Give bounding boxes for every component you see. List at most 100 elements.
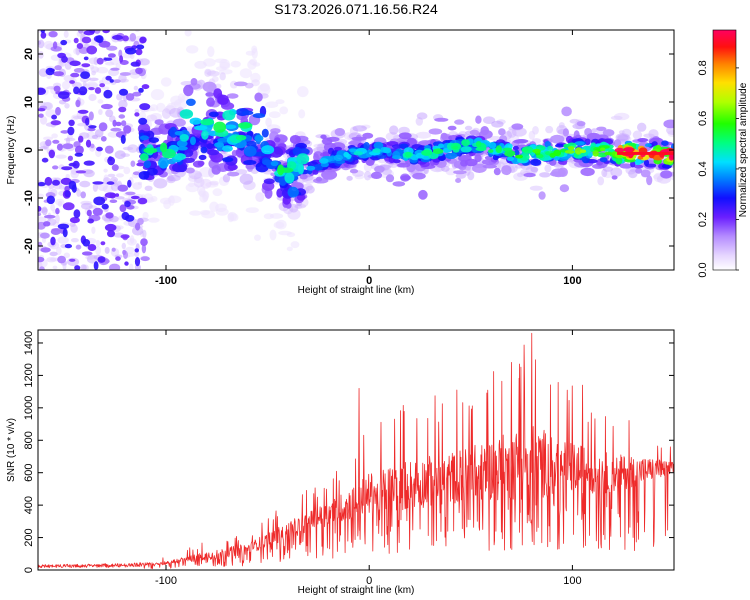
heatmap-blob bbox=[261, 128, 269, 138]
heatmap-blob bbox=[275, 99, 285, 105]
heatmap-blob bbox=[392, 159, 401, 164]
heatmap-blob bbox=[239, 173, 254, 185]
heatmap-blob bbox=[130, 195, 140, 200]
heatmap-blob bbox=[106, 45, 118, 51]
heatmap-blob bbox=[185, 167, 195, 174]
heatmap-blob bbox=[592, 150, 599, 157]
heatmap-blob bbox=[214, 142, 224, 148]
heatmap-blob bbox=[104, 145, 114, 154]
heatmap-blob bbox=[567, 146, 575, 151]
heatmap-blob bbox=[53, 85, 61, 93]
heatmap-blob bbox=[147, 167, 158, 176]
heatmap-blob bbox=[438, 143, 444, 149]
y-tick-label: 1400 bbox=[23, 331, 35, 355]
heatmap-blob bbox=[428, 128, 443, 135]
heatmap-blob bbox=[200, 146, 208, 154]
heatmap-blob bbox=[64, 190, 71, 198]
heatmap-blob bbox=[498, 128, 506, 136]
heatmap-blob bbox=[167, 195, 182, 204]
heatmap-blob bbox=[213, 121, 227, 133]
heatmap-blob bbox=[88, 111, 94, 121]
colorbar-tick-label: 0.8 bbox=[697, 60, 709, 75]
heatmap-blob bbox=[122, 146, 134, 151]
heatmap-blob bbox=[482, 164, 497, 169]
heatmap-blob bbox=[624, 147, 633, 153]
heatmap-blob bbox=[110, 182, 120, 192]
heatmap-blob bbox=[38, 87, 46, 95]
heatmap-blob bbox=[150, 196, 158, 202]
heatmap-blob bbox=[94, 129, 104, 138]
heatmap-blob bbox=[114, 150, 126, 160]
heatmap-blob bbox=[292, 146, 302, 156]
heatmap-blob bbox=[290, 241, 300, 249]
y-tick-label: 800 bbox=[23, 431, 35, 449]
heatmap-blob bbox=[212, 188, 223, 197]
heatmap-blob bbox=[56, 143, 63, 151]
heatmap-blob bbox=[176, 139, 188, 147]
heatmap-blob bbox=[611, 175, 618, 180]
heatmap-blob bbox=[125, 214, 135, 222]
heatmap-blob bbox=[70, 238, 79, 243]
heatmap-blob bbox=[104, 246, 110, 254]
heatmap-blob bbox=[46, 257, 57, 263]
heatmap-blob bbox=[39, 266, 45, 270]
heatmap-blob bbox=[580, 149, 587, 153]
heatmap-blob bbox=[351, 136, 367, 141]
heatmap-blob bbox=[88, 87, 95, 91]
heatmap-blob bbox=[530, 158, 542, 166]
colorbar-tick-label: 0.2 bbox=[697, 212, 709, 227]
heatmap-blob bbox=[202, 81, 217, 93]
heatmap-blob bbox=[646, 175, 653, 186]
heatmap-blob bbox=[91, 134, 99, 139]
heatmap-blob bbox=[235, 134, 247, 141]
heatmap-blob bbox=[64, 103, 70, 109]
heatmap-blob bbox=[74, 145, 84, 155]
heatmap-blob bbox=[57, 223, 70, 230]
heatmap-blob bbox=[105, 109, 114, 118]
heatmap-blob bbox=[81, 36, 92, 44]
heatmap-blob bbox=[143, 160, 151, 169]
heatmap-blob bbox=[297, 86, 309, 98]
heatmap-blob bbox=[296, 194, 306, 201]
heatmap-blob bbox=[93, 56, 99, 66]
heatmap-blob bbox=[71, 82, 82, 89]
heatmap-blob bbox=[138, 58, 150, 66]
heatmap-blob bbox=[105, 75, 112, 81]
heatmap-blob bbox=[38, 216, 47, 224]
heatmap-blob bbox=[52, 179, 60, 186]
heatmap-blob bbox=[125, 93, 135, 101]
heatmap-blob bbox=[137, 197, 148, 205]
heatmap-blob bbox=[312, 169, 319, 175]
heatmap-blob bbox=[174, 98, 188, 110]
heatmap-blob bbox=[205, 92, 215, 97]
heatmap-blob bbox=[111, 164, 119, 172]
heatmap-blob bbox=[98, 40, 111, 48]
heatmap-blob bbox=[322, 137, 333, 146]
heatmap-blob bbox=[118, 114, 126, 119]
heatmap-blob bbox=[39, 146, 48, 150]
heatmap-blob bbox=[515, 154, 523, 159]
heatmap-blob bbox=[78, 30, 84, 34]
heatmap-blob bbox=[464, 125, 473, 131]
heatmap-x-axis: -100 0 100 bbox=[155, 30, 582, 287]
heatmap-blob bbox=[243, 145, 257, 157]
heatmap-blob bbox=[63, 252, 70, 259]
heatmap-blob bbox=[460, 146, 472, 153]
heatmap-blob bbox=[41, 157, 49, 163]
heatmap-blob bbox=[493, 167, 501, 176]
heatmap-blob bbox=[319, 158, 329, 164]
heatmap-blob bbox=[69, 217, 80, 224]
heatmap-blob bbox=[73, 209, 81, 219]
heatmap-blob bbox=[182, 157, 195, 163]
heatmap-blob bbox=[586, 132, 601, 141]
heatmap-blob bbox=[189, 117, 202, 125]
heatmap-blob bbox=[206, 97, 215, 107]
heatmap-blob bbox=[44, 214, 56, 219]
heatmap-blob bbox=[211, 165, 221, 175]
heatmap-blob bbox=[405, 151, 412, 158]
heatmap-blob bbox=[169, 107, 183, 118]
heatmap-blob bbox=[73, 37, 79, 44]
y-tick-label: -20 bbox=[23, 238, 35, 254]
